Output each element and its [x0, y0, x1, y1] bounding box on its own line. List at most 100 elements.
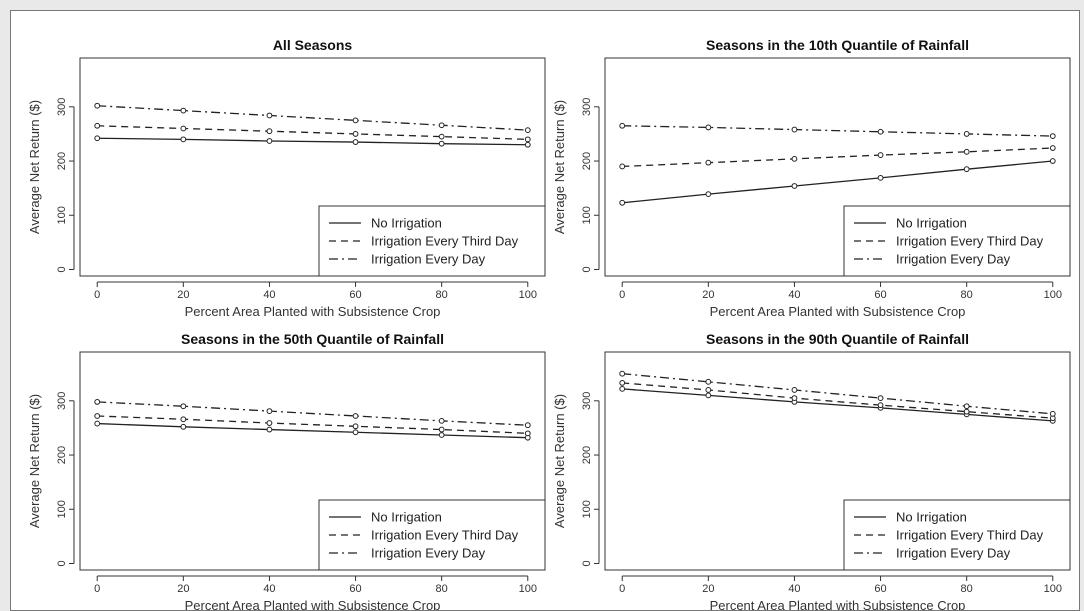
data-point	[877, 395, 884, 401]
y-tick-label: 0	[56, 266, 68, 272]
data-point	[438, 426, 445, 433]
data-point	[619, 385, 626, 392]
x-tick-label: 20	[702, 583, 714, 595]
data-point	[524, 141, 531, 148]
data-point	[524, 136, 531, 143]
data-point	[94, 420, 101, 427]
data-point	[877, 128, 884, 135]
x-tick-label: 0	[619, 583, 625, 595]
x-tick-label: 0	[94, 583, 100, 595]
series-line-3	[97, 105, 528, 131]
data-point	[266, 128, 273, 135]
data-point	[705, 159, 712, 166]
chart-panel-4: Seasons in the 90th Quantile of Rainfall…	[552, 331, 1071, 610]
x-tick-label: 40	[788, 289, 800, 301]
chart-panel-2: Seasons in the 10th Quantile of Rainfall…	[552, 37, 1071, 319]
x-tick-label: 40	[263, 583, 275, 595]
plot-area	[79, 351, 546, 571]
data-point	[619, 380, 626, 386]
data-point	[94, 135, 101, 142]
series-line-2	[622, 382, 1053, 419]
legend-label: Irrigation Every Third Day	[896, 234, 1044, 249]
x-axis-label: Percent Area Planted with Subsistence Cr…	[185, 304, 441, 319]
y-tick-label: 100	[581, 500, 593, 518]
data-point	[352, 131, 359, 137]
data-point	[180, 416, 187, 423]
data-point	[352, 413, 359, 419]
chart-title: Seasons in the 50th Quantile of Rainfall	[181, 331, 444, 347]
data-point	[1049, 133, 1056, 139]
data-point	[619, 122, 626, 129]
x-tick-label: 80	[436, 583, 448, 595]
x-tick-label: 60	[349, 583, 361, 595]
data-point	[619, 370, 626, 377]
data-point	[791, 183, 798, 189]
data-point	[352, 429, 359, 436]
data-point	[352, 423, 359, 430]
legend-label: Irrigation Every Day	[371, 252, 486, 267]
data-point	[705, 124, 712, 131]
legend-label: Irrigation Every Third Day	[371, 234, 519, 249]
legend-label: Irrigation Every Third Day	[371, 528, 519, 543]
x-tick-label: 100	[1044, 583, 1062, 595]
y-tick-label: 100	[56, 500, 68, 518]
x-tick-label: 60	[874, 289, 886, 301]
x-tick-label: 0	[94, 289, 100, 301]
x-axis-label: Percent Area Planted with Subsistence Cr…	[710, 598, 966, 610]
data-point	[877, 174, 884, 181]
data-point	[94, 413, 101, 419]
chart-title: All Seasons	[273, 37, 353, 53]
figure-svg: All Seasons 0 20 40 60 80 100 Percent Area Plan…	[27, 37, 1071, 610]
data-point	[352, 139, 359, 145]
data-point	[524, 430, 531, 437]
series-line-1	[622, 160, 1053, 204]
data-point	[352, 117, 359, 124]
series-line-1	[97, 422, 528, 439]
series-line-1	[97, 137, 528, 146]
x-tick-label: 60	[349, 289, 361, 301]
chart-panel-1: All Seasons 0 20 40 60 80 100 Percent Area Plan…	[27, 37, 546, 319]
series-line-1	[622, 388, 1053, 422]
legend-label: Irrigation Every Day	[371, 546, 486, 561]
x-tick-label: 100	[519, 289, 537, 301]
series-line-3	[97, 401, 528, 426]
data-point	[963, 403, 970, 410]
data-point	[524, 127, 531, 134]
x-tick-label: 20	[177, 583, 189, 595]
y-tick-label: 200	[581, 446, 593, 464]
data-point	[705, 387, 712, 393]
plot-area	[79, 57, 546, 277]
y-tick-label: 200	[56, 446, 68, 464]
data-point	[877, 402, 884, 409]
data-point	[180, 125, 187, 132]
data-point	[438, 133, 445, 140]
data-point	[94, 102, 101, 109]
legend-label: Irrigation Every Day	[896, 252, 1011, 267]
y-axis-label: Average Net Return ($)	[552, 100, 567, 234]
series-line-3	[622, 125, 1053, 137]
data-point	[266, 408, 273, 415]
legend-label: Irrigation Every Third Day	[896, 528, 1044, 543]
data-point	[180, 403, 187, 410]
x-axis-label: Percent Area Planted with Subsistence Cr…	[710, 304, 966, 319]
data-point	[438, 417, 445, 424]
y-tick-label: 300	[56, 98, 68, 116]
legend: No Irrigation Irrigation Every Third Day I…	[843, 499, 1071, 571]
data-point	[705, 378, 712, 385]
data-point	[963, 166, 970, 173]
y-axis-label: Average Net Return ($)	[552, 394, 567, 528]
figure-frame: All Seasons 0 20 40 60 80 100 Percent Area Plan…	[10, 10, 1080, 611]
data-point	[705, 392, 712, 399]
y-tick-label: 100	[581, 206, 593, 224]
data-point	[1049, 410, 1056, 417]
x-tick-label: 60	[874, 583, 886, 595]
x-tick-label: 80	[436, 289, 448, 301]
legend-label: No Irrigation	[896, 216, 967, 231]
data-point	[963, 408, 970, 415]
x-tick-label: 100	[519, 583, 537, 595]
data-point	[791, 395, 798, 401]
data-point	[524, 422, 531, 429]
y-tick-label: 100	[56, 206, 68, 224]
series-line-2	[97, 125, 528, 140]
chart-title: Seasons in the 10th Quantile of Rainfall	[706, 37, 969, 53]
